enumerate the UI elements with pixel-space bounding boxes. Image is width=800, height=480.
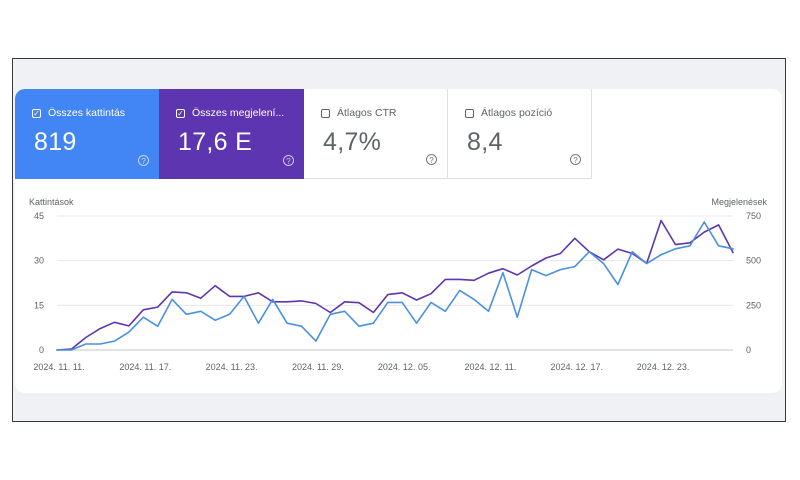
metric-value: 17,6 E: [178, 128, 253, 156]
left-axis-label: Kattintások: [29, 197, 74, 207]
x-tick-label: 2024. 12. 17.: [551, 362, 604, 372]
left-tick-label: 0: [39, 345, 44, 355]
metric-label: Átlagos CTR: [337, 107, 397, 119]
right-tick-label: 250: [746, 300, 761, 310]
help-icon[interactable]: ?: [283, 155, 294, 166]
performance-panel: ✓ Összes kattintás 819 ? ✓ Összes megjel…: [15, 89, 782, 393]
series-line-clicks: [56, 221, 734, 351]
performance-chart: Kattintások Megjelenések 45 750 30 500 15 250…: [29, 197, 767, 372]
x-tick-label: 2024. 11. 11.: [33, 362, 84, 372]
help-icon[interactable]: ?: [138, 155, 149, 166]
left-tick-label: 30: [34, 256, 44, 266]
metric-label: Összes kattintás: [48, 107, 126, 119]
metric-card-total-clicks[interactable]: ✓ Összes kattintás 819 ?: [15, 89, 159, 179]
x-tick-label: 2024. 12. 05.: [378, 362, 431, 372]
x-tick-label: 2024. 12. 23.: [637, 362, 690, 372]
metric-value: 819: [34, 128, 77, 156]
right-tick-label: 0: [746, 345, 751, 355]
right-axis-label: Megjelenések: [711, 197, 767, 207]
metric-card-average-position[interactable]: Átlagos pozíció 8,4 ?: [448, 89, 592, 179]
left-tick-label: 45: [34, 211, 44, 221]
x-tick-label: 2024. 12. 11.: [465, 362, 517, 372]
metric-value: 8,4: [467, 128, 503, 156]
metric-label: Összes megjelení...: [192, 107, 285, 119]
x-tick-label: 2024. 11. 17.: [119, 362, 171, 372]
checkbox-checked-icon[interactable]: ✓: [176, 109, 185, 118]
right-tick-label: 750: [746, 211, 761, 221]
checkbox-unchecked-icon[interactable]: [321, 109, 330, 118]
metric-cards: ✓ Összes kattintás 819 ? ✓ Összes megjel…: [15, 89, 605, 179]
checkbox-checked-icon[interactable]: ✓: [32, 109, 41, 118]
metric-card-total-impressions[interactable]: ✓ Összes megjelení... 17,6 E ?: [159, 89, 304, 179]
help-icon[interactable]: ?: [570, 154, 581, 165]
x-tick-label: 2024. 11. 29.: [292, 362, 344, 372]
x-tick-label: 2024. 11. 23.: [206, 362, 258, 372]
metric-card-average-ctr[interactable]: Átlagos CTR 4,7% ?: [304, 89, 448, 179]
right-tick-label: 500: [746, 256, 761, 266]
metric-value: 4,7%: [323, 128, 382, 156]
left-tick-label: 15: [34, 300, 44, 310]
help-icon[interactable]: ?: [426, 154, 437, 165]
checkbox-unchecked-icon[interactable]: [465, 109, 474, 118]
metric-label: Átlagos pozíció: [481, 107, 553, 119]
series-line-impressions: [56, 219, 734, 351]
